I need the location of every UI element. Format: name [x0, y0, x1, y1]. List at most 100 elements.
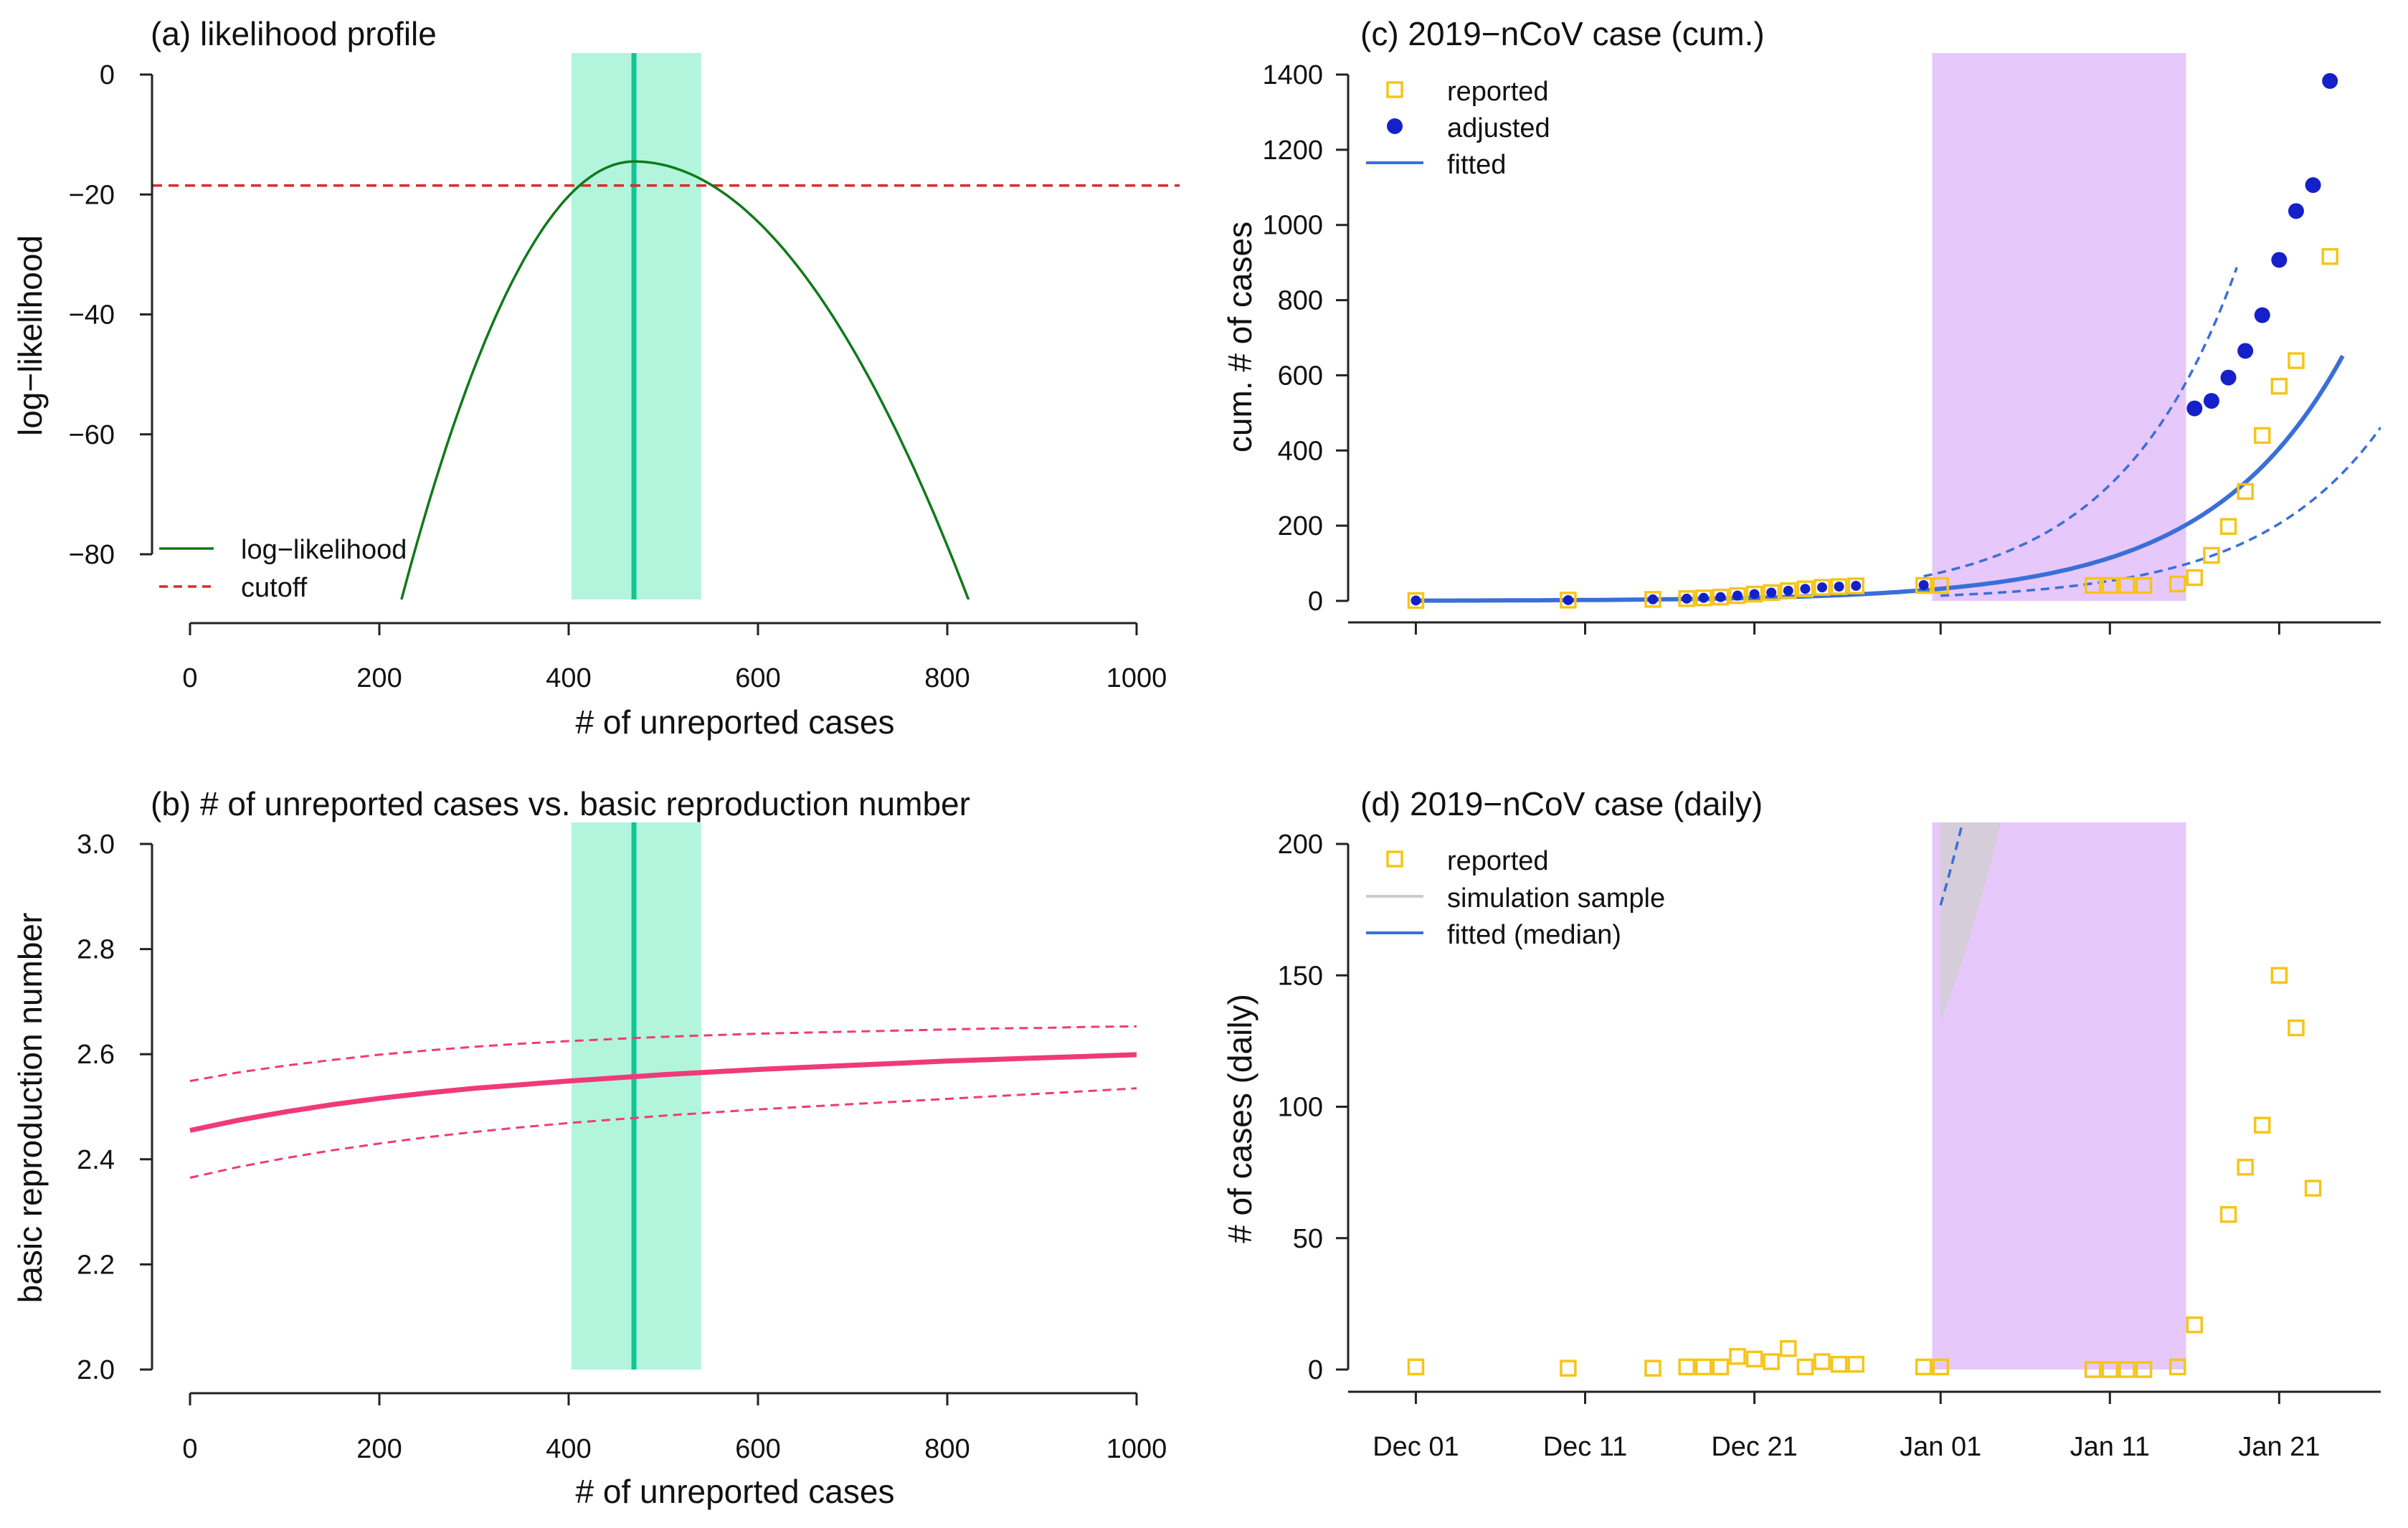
panel-d-legend: reported simulation sample fitted (median) — [1366, 846, 1665, 950]
adjusted-point — [1647, 594, 1658, 604]
adjusted-point — [2254, 307, 2270, 323]
reported-point — [2270, 967, 2288, 984]
y-tick-label: 2.6 — [77, 1040, 115, 1070]
y-tick-label: 0 — [100, 60, 115, 90]
reported-point — [2237, 1159, 2254, 1176]
reported-point — [1712, 1358, 1730, 1376]
reported-point — [1407, 1358, 1425, 1376]
reported-point — [2254, 1116, 2271, 1134]
reported-point — [2254, 427, 2271, 445]
y-tick-label: 2.4 — [77, 1145, 115, 1175]
adjusted-point — [1834, 582, 1844, 592]
y-tick-label: 150 — [1278, 961, 1323, 991]
panel-d-daily-cases: (d) 2019−nCoV case (daily) # of cases (d… — [1221, 785, 2381, 1462]
reported-point — [2168, 575, 2186, 593]
adjusted-point — [2322, 72, 2338, 89]
reported-point — [2237, 483, 2254, 500]
y-tick-label: −20 — [69, 180, 115, 210]
y-tick-label: −40 — [69, 300, 115, 331]
fitted-lower-bound — [1940, 427, 2381, 597]
y-tick-label: 200 — [1278, 511, 1323, 541]
reported-point — [1763, 1353, 1780, 1370]
reported-point — [2101, 1361, 2119, 1378]
reported-point — [1729, 587, 1746, 604]
panel-c-title: (c) 2019−nCoV case (cum.) — [1360, 15, 1765, 52]
y-tick-label: 400 — [1278, 436, 1323, 466]
legend-swatch-reported — [1386, 81, 1403, 98]
r0-series-lower — [189, 1087, 1137, 1179]
reported-point — [1796, 580, 1814, 597]
reported-point — [1729, 1347, 1746, 1365]
reported-point — [2288, 352, 2305, 369]
panel-c-ylabel: cum. # of cases — [1221, 222, 1258, 452]
adjusted-point — [2203, 393, 2219, 409]
y-tick-label: 1400 — [1262, 60, 1323, 90]
adjusted-point — [1682, 593, 1692, 604]
y-tick-label: 0 — [1308, 1355, 1323, 1385]
adjusted-point — [1749, 589, 1760, 599]
y-tick-label: 2.2 — [77, 1250, 115, 1280]
reported-point — [1644, 591, 1662, 608]
x-tick-label: 600 — [735, 1434, 780, 1464]
fitted-upper-bound — [1923, 267, 2238, 578]
panel-d-ylabel: # of cases (daily) — [1221, 994, 1258, 1243]
adjusted-point — [1715, 592, 1726, 602]
reported-point — [1712, 589, 1730, 606]
adjusted-point — [1918, 579, 1929, 590]
reported-point — [1932, 576, 1949, 594]
reported-point — [1745, 1350, 1763, 1368]
y-tick-label: 600 — [1278, 361, 1323, 391]
x-tick-label: 800 — [924, 1434, 970, 1464]
loglik-curve — [400, 160, 970, 599]
reported-point — [2219, 1206, 2237, 1223]
reported-point — [1407, 592, 1425, 609]
adjusted-point — [2186, 400, 2203, 417]
panel-b-ylabel: basic reproduction number — [11, 913, 49, 1304]
legend-label-reported: reported — [1447, 846, 1549, 876]
adjusted-point — [2288, 203, 2304, 219]
panel-a-likelihood-profile: (a) likelihood profile # of unreported c… — [11, 15, 1180, 741]
reported-point — [2219, 518, 2237, 535]
x-tick-label: Dec 01 — [1373, 1432, 1459, 1462]
panel-b-r0-vs-unreported: (b) # of unreported cases vs. basic repr… — [11, 785, 1167, 1510]
r0-series-upper — [189, 1025, 1137, 1083]
x-tick-label: 400 — [546, 1434, 591, 1464]
reported-point — [1847, 1355, 1864, 1373]
reported-point — [1915, 576, 1933, 594]
reported-point — [2304, 1180, 2322, 1197]
reported-point — [2186, 569, 2204, 587]
reported-point — [2118, 1361, 2136, 1378]
adjusted-point — [1800, 584, 1811, 594]
panel-c-cumulative-cases: (c) 2019−nCoV case (cum.) cum. # of case… — [1221, 15, 2381, 635]
reported-point — [1780, 1339, 1797, 1357]
reported-point — [1745, 585, 1763, 603]
x-tick-label: 1000 — [1106, 663, 1167, 693]
panel-b-title: (b) # of unreported cases vs. basic repr… — [151, 785, 970, 822]
y-tick-label: 2.8 — [77, 935, 115, 965]
x-tick-label: 200 — [356, 1434, 402, 1464]
reported-point — [2135, 576, 2153, 594]
y-tick-label: −60 — [69, 420, 115, 450]
adjusted-point — [1732, 590, 1743, 601]
reported-point — [1847, 577, 1864, 594]
panel-d-title: (d) 2019−nCoV case (daily) — [1360, 785, 1763, 822]
y-tick-label: 1000 — [1262, 211, 1323, 241]
reported-point — [1560, 592, 1577, 609]
panel-a-xlabel: # of unreported cases — [576, 703, 895, 741]
fitted-curve — [1416, 354, 2345, 603]
adjusted-point — [1411, 595, 1421, 606]
adjusted-point — [1851, 581, 1862, 592]
x-tick-label: Dec 11 — [1543, 1432, 1628, 1462]
reported-point — [2135, 1361, 2153, 1378]
legend-swatch-reported — [1386, 850, 1403, 868]
x-tick-label: Jan 11 — [2070, 1432, 2150, 1462]
reported-point — [1694, 1358, 1712, 1376]
x-tick-label: 0 — [182, 663, 197, 693]
reported-point — [2118, 576, 2136, 594]
reported-point — [2270, 377, 2288, 395]
adjusted-point — [1698, 592, 1709, 603]
adjusted-point — [1783, 585, 1793, 596]
reported-point — [1830, 578, 1848, 595]
reported-point — [2084, 576, 2102, 594]
